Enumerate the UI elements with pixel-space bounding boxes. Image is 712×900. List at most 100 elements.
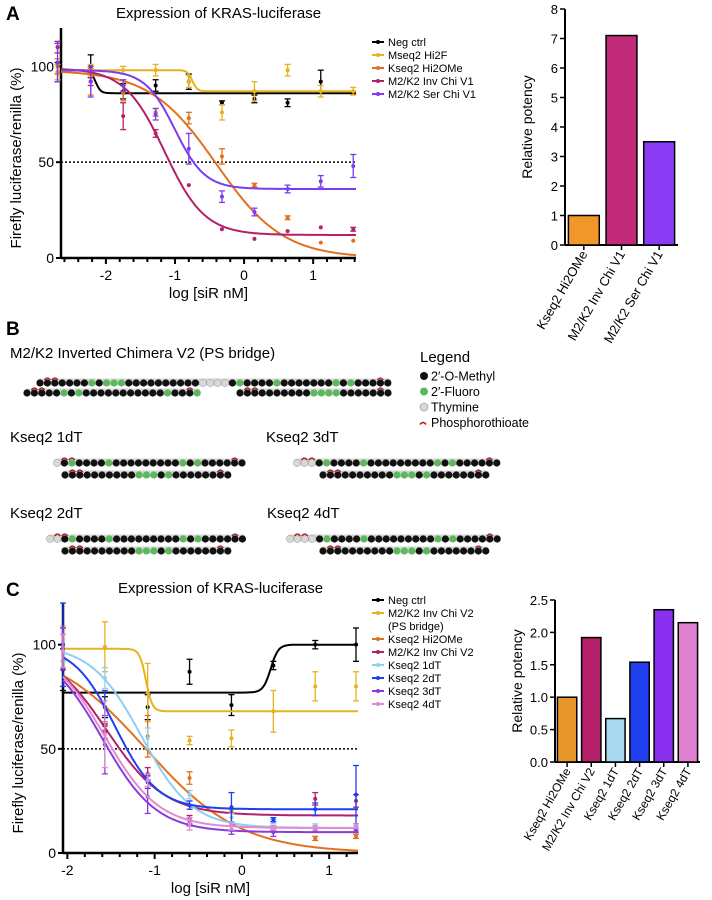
methyl-nucleotide [367,459,375,467]
methyl-nucleotide [83,547,91,555]
data-point [121,114,126,119]
phosphorothioate-link [43,377,51,381]
fluoro-nucleotide [179,535,187,543]
methyl-nucleotide [353,535,361,543]
phosphorothioate-link [293,533,301,537]
legend-marker [376,689,380,693]
y-tick-label: 6 [551,61,558,76]
fluoro-nucleotide [434,459,442,467]
methyl-nucleotide [191,379,199,387]
methyl-nucleotide [280,389,288,397]
methyl-nucleotide [445,547,453,555]
x-tick-label: -2 [100,267,113,283]
methyl-nucleotide [113,547,121,555]
data-point [153,68,158,73]
methyl-nucleotide [149,459,157,467]
methyl-nucleotide [135,535,143,543]
legend-label: Neg ctrl [388,595,426,607]
data-point [187,803,192,808]
phosphorothioate-link [243,387,251,391]
data-point [187,776,192,780]
phosphorothioate-link [231,533,239,537]
methyl-nucleotide [169,379,177,387]
methyl-nucleotide [216,459,224,467]
bar [605,34,638,246]
methyl-nucleotide [397,459,405,467]
methyl-nucleotide [83,471,91,479]
methyl-nucleotide [95,379,103,387]
phosphorothioate-link [377,387,385,391]
y-tick-label: 5 [551,91,558,106]
fluoro-nucleotide [448,459,456,467]
phosphorothioate-link [301,533,309,537]
bar [629,661,651,763]
methyl-nucleotide [172,471,180,479]
methyl-nucleotide [75,459,83,467]
methyl-nucleotide [474,547,482,555]
data-point [186,79,191,84]
phosphorothioate-link [300,457,308,461]
data-point [318,89,323,94]
legend-label: 2′-Fluoro [431,385,480,399]
fit-curve [62,679,358,834]
data-point [271,826,276,830]
methyl-nucleotide [125,379,133,387]
methyl-nucleotide [105,547,113,555]
data-point [354,828,358,833]
methyl-nucleotide [68,471,76,479]
methyl-nucleotide [202,471,210,479]
methyl-nucleotide [258,379,266,387]
methyl-nucleotide [53,389,61,397]
phosphorothioate-link [474,545,482,549]
methyl-nucleotide [140,379,148,387]
methyl-nucleotide [377,389,385,397]
methyl-nucleotide [452,547,460,555]
legend-label: Phosphorothioate [431,416,529,430]
data-point [55,60,60,65]
y-axis-label: Firefly luciferase/renilla (%) [8,68,25,249]
dose-response-chart: Expression of KRAS-luciferase 0 50 100 -2 -1 0… [10,580,474,897]
methyl-nucleotide [266,389,274,397]
phosphorothioate-link [76,545,84,549]
bar [677,621,699,763]
x-axis-label: log [siR nM] [169,285,248,302]
methyl-nucleotide [238,459,246,467]
methyl-nucleotide [452,471,460,479]
methyl-nucleotide [97,389,105,397]
phosphorothioate-link [38,387,46,391]
methyl-nucleotide [371,471,379,479]
fluoro-nucleotide [150,471,158,479]
methyl-nucleotide [251,389,259,397]
data-point [271,663,276,668]
legend-label: Neg ctrl [388,37,426,49]
methyl-nucleotide [326,471,334,479]
methyl-nucleotide [369,379,377,387]
methyl-nucleotide [184,379,192,387]
methyl-nucleotide [325,379,333,387]
fluoro-nucleotide [135,471,143,479]
methyl-nucleotide [162,379,170,387]
data-point [186,146,191,151]
construct-title: Kseq2 3dT [266,429,339,446]
fluoro-nucleotide [347,379,355,387]
methyl-nucleotide [460,471,468,479]
fluoro-nucleotide [165,547,173,555]
legend-marker [376,40,380,44]
methyl-nucleotide [367,535,375,543]
methyl-nucleotide [76,547,84,555]
fit-curve [63,643,358,694]
methyl-nucleotide [216,471,224,479]
data-point [229,805,234,810]
data-point [153,112,158,117]
bar [605,717,626,763]
data-point [219,110,224,115]
thymine-nucleotide [53,459,61,467]
fluoro-nucleotide [110,379,118,387]
methyl-nucleotide [445,471,453,479]
data-point [354,792,358,797]
y-tick-label: 4 [551,120,558,135]
methyl-nucleotide [303,389,311,397]
methyl-nucleotide [326,547,334,555]
